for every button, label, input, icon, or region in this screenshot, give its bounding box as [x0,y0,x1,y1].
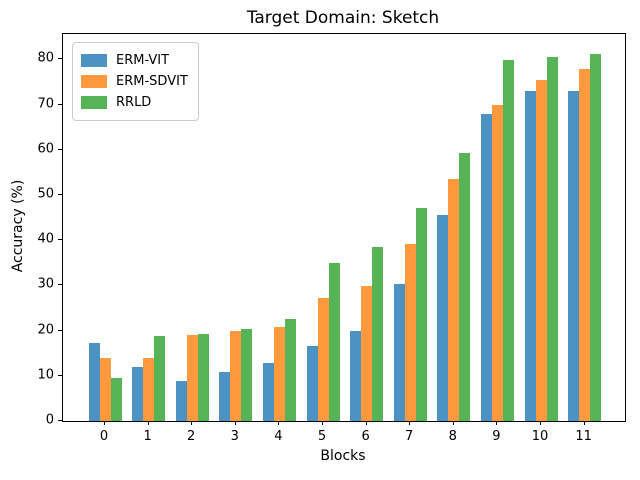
bar-ERM-VIT-block-1 [132,366,144,421]
x-tick-mark [540,421,541,425]
y-tick-mark [58,58,62,60]
x-tick-mark [496,421,498,425]
bar-RRLD-block-10 [546,56,558,421]
bar-ERM-SDVIT-block-6 [361,285,373,421]
bar-RRLD-block-3 [241,328,253,421]
y-tick-label-80: 80 [37,50,54,66]
x-tick-label-0: 0 [99,429,109,444]
bar-RRLD-block-9 [502,60,514,421]
bar-ERM-SDVIT-block-9 [491,104,503,421]
y-tick-label-50: 50 [37,186,54,202]
x-tick-label-11: 11 [575,429,592,444]
legend-item-RRLD: RRLD [81,92,188,113]
legend-item-ERM-VIT: ERM-VIT [81,50,188,71]
legend-item-ERM-SDVIT: ERM-SDVIT [81,71,188,92]
bar-ERM-SDVIT-block-1 [143,357,155,421]
bar-RRLD-block-6 [372,246,384,421]
bar-ERM-SDVIT-block-5 [317,298,329,421]
y-tick-mark [58,329,62,331]
x-tick-label-2: 2 [187,429,196,444]
y-tick-mark [58,284,62,286]
bar-ERM-SDVIT-block-3 [230,331,242,421]
legend-swatch-icon [81,96,107,109]
bar-ERM-SDVIT-block-10 [535,80,547,421]
x-tick-label-10: 10 [531,429,549,444]
bar-RRLD-block-4 [284,319,296,421]
bar-ERM-VIT-block-3 [219,371,231,421]
bar-ERM-SDVIT-block-8 [448,178,460,421]
y-axis-label: Accuracy (%) [10,179,26,273]
y-tick-label-40: 40 [37,231,54,247]
legend: ERM-VIT ERM-SDVIT RRLD [72,42,199,121]
y-tick-label-0: 0 [45,412,54,428]
chart-title: Target Domain: Sketch [246,8,440,28]
bar-RRLD-block-5 [328,262,340,421]
legend-swatch-icon [81,75,107,88]
x-tick-label-4: 4 [274,429,283,444]
bar-RRLD-block-0 [110,377,122,421]
y-tick-mark [58,420,62,421]
y-tick-mark [58,374,62,376]
bar-ERM-SDVIT-block-0 [99,358,111,421]
bar-ERM-SDVIT-block-11 [579,69,591,421]
bar-RRLD-block-1 [154,336,166,421]
x-tick-mark [104,421,105,425]
bar-ERM-VIT-block-11 [568,90,580,421]
y-tick-label-30: 30 [37,276,54,292]
x-tick-mark [191,421,193,425]
x-tick-mark [322,421,323,425]
x-tick-label-3: 3 [230,429,239,444]
bar-RRLD-block-8 [459,153,471,421]
bar-ERM-VIT-block-4 [262,363,274,421]
x-tick-mark [365,421,367,425]
legend-label: ERM-SDVIT [116,74,188,89]
x-tick-mark [278,421,280,425]
x-tick-mark [583,421,585,425]
bar-ERM-VIT-block-7 [393,284,405,421]
bar-ERM-SDVIT-block-4 [273,326,285,421]
x-tick-label-6: 6 [361,429,370,444]
bar-ERM-VIT-block-9 [480,114,492,421]
bar-RRLD-block-2 [197,334,209,421]
y-tick-label-10: 10 [37,367,54,383]
x-tick-mark [234,421,236,425]
x-tick-label-1: 1 [143,429,152,444]
bar-ERM-SDVIT-block-2 [186,335,198,421]
x-tick-mark [147,421,149,425]
y-tick-label-20: 20 [37,322,54,338]
y-tick-label-70: 70 [37,96,54,112]
bar-ERM-VIT-block-10 [524,90,536,421]
bar-ERM-VIT-block-5 [306,345,318,421]
y-tick-mark [58,239,62,241]
x-axis-label: Blocks [320,448,366,464]
x-tick-label-9: 9 [492,429,501,444]
bar-ERM-VIT-block-0 [88,342,100,421]
legend-label: ERM-VIT [116,53,170,68]
x-tick-mark [409,421,411,425]
x-tick-mark [452,421,454,425]
legend-label: RRLD [116,95,152,110]
x-tick-label-8: 8 [448,429,457,444]
bar-RRLD-block-7 [415,208,427,421]
bar-ERM-VIT-block-6 [350,330,362,421]
y-tick-mark [58,193,62,195]
plot-area: ERM-VIT ERM-SDVIT RRLD [62,33,626,422]
legend-swatch-icon [81,54,107,67]
y-tick-mark [58,103,62,105]
bar-RRLD-block-11 [590,54,602,421]
x-tick-label-5: 5 [317,429,327,444]
bar-ERM-SDVIT-block-7 [404,244,416,421]
x-tick-label-7: 7 [405,429,414,444]
y-tick-label-60: 60 [37,141,54,157]
y-tick-mark [58,148,62,150]
bar-ERM-VIT-block-2 [175,380,187,421]
bar-ERM-VIT-block-8 [437,214,449,421]
